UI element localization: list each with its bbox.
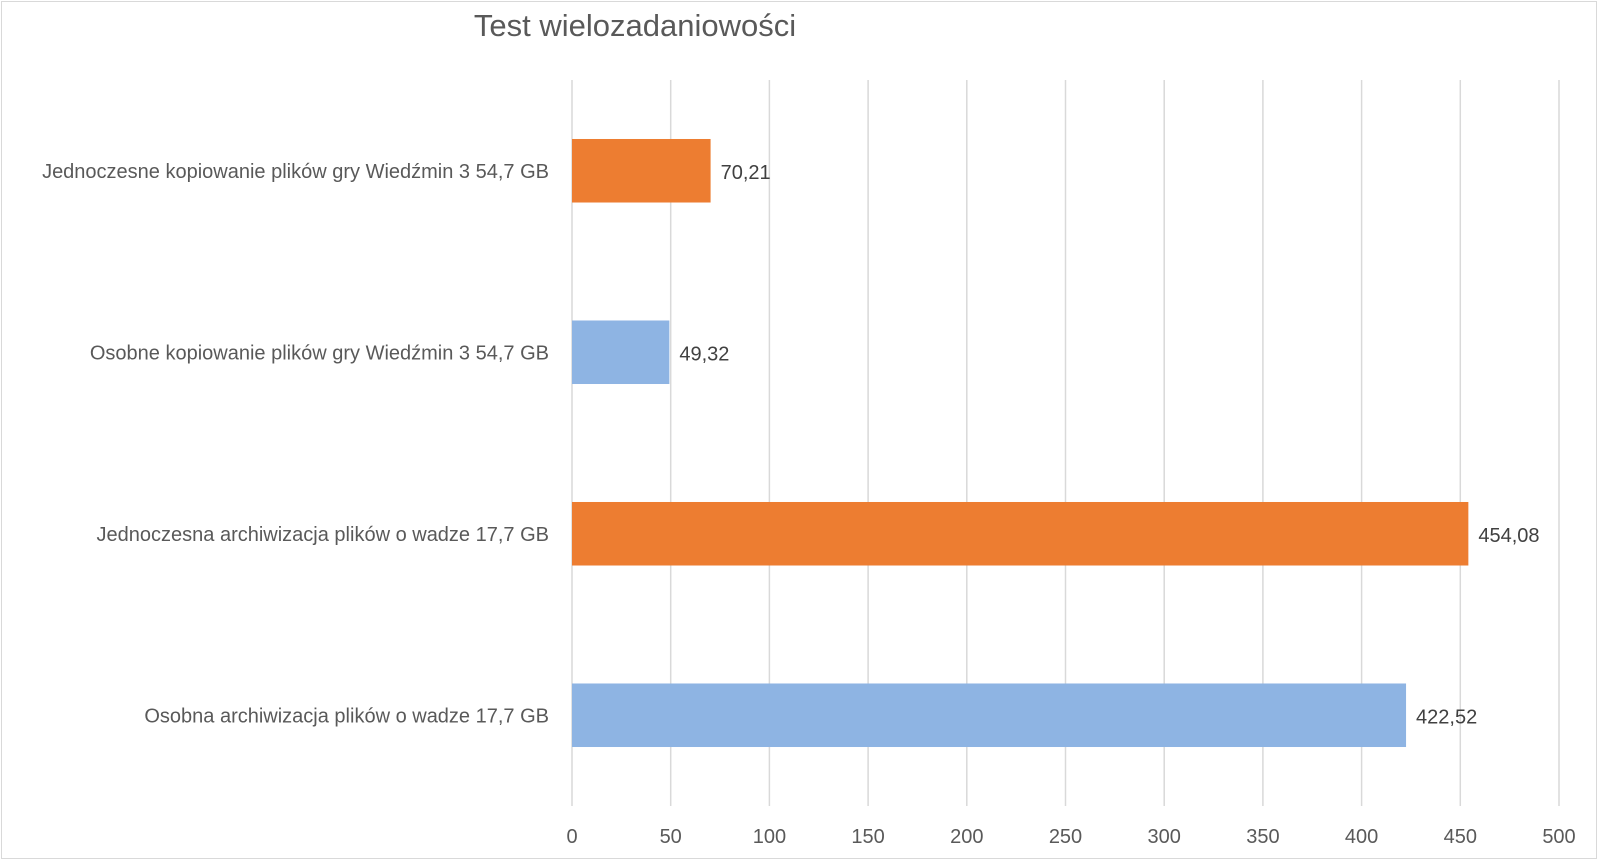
category-label-1: Osobne kopiowanie plików gry Wiedźmin 3 … — [90, 342, 549, 364]
data-label-2: 454,08 — [1478, 525, 1539, 547]
x-tick-label: 50 — [660, 826, 682, 848]
category-labels: Jednoczesne kopiowanie plików gry Wiedźm… — [42, 161, 549, 728]
bar-3 — [572, 683, 1407, 748]
x-tick-label: 200 — [950, 826, 983, 848]
x-tick-label: 350 — [1246, 826, 1279, 848]
category-label-3: Osobna archiwizacja plików o wadze 17,7 … — [144, 705, 549, 727]
bar-0 — [572, 138, 711, 203]
category-label-2: Jednoczesna archiwizacja plików o wadze … — [97, 524, 549, 546]
x-tick-label: 300 — [1148, 826, 1181, 848]
x-tick-label: 100 — [753, 826, 786, 848]
data-label-3: 422,52 — [1416, 706, 1477, 728]
bar-1 — [572, 320, 670, 385]
x-tick-label: 400 — [1345, 826, 1378, 848]
x-tick-label: 250 — [1049, 826, 1082, 848]
x-tick-label: 450 — [1444, 826, 1477, 848]
data-label-1: 49,32 — [679, 343, 729, 365]
category-label-0: Jednoczesne kopiowanie plików gry Wiedźm… — [42, 161, 549, 183]
chart-title: Test wielozadaniowości — [473, 8, 797, 43]
x-tick-label: 0 — [566, 826, 577, 848]
bar-2 — [572, 501, 1469, 566]
x-tick-label: 500 — [1542, 826, 1575, 848]
x-tick-label: 150 — [851, 826, 884, 848]
data-label-0: 70,21 — [721, 162, 771, 184]
bars — [572, 138, 1469, 748]
x-axis-ticks: 0 50 100 150 200 250 300 350 400 450 500 — [566, 826, 1575, 848]
data-labels: 70,21 49,32 454,08 422,52 — [679, 162, 1539, 729]
